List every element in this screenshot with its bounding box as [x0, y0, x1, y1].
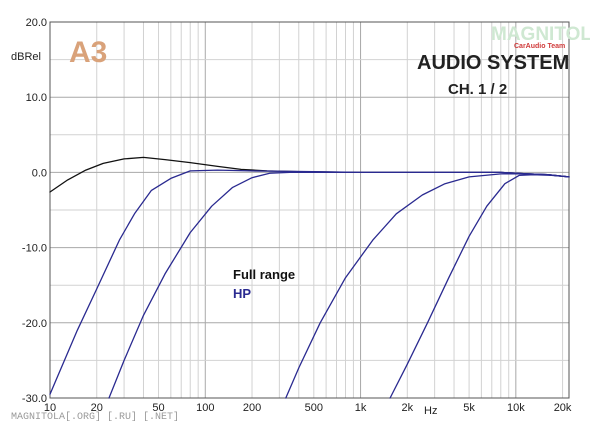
x-tick-label: 2k [401, 402, 413, 414]
x-tick-label: 50 [152, 402, 164, 414]
x-tick-label: 20 [91, 402, 103, 414]
y-tick-label: -20.0 [22, 318, 47, 330]
x-tick-label: 10 [44, 402, 56, 414]
x-tick-labels: 10 20 50 100 200 500 1k 2k 5k 10k 20k [44, 402, 572, 414]
watermark-team: CarAudio Team [514, 43, 565, 50]
x-tick-label: 20k [554, 402, 572, 414]
x-tick-label: 200 [243, 402, 261, 414]
x-tick-label: 1k [355, 402, 367, 414]
x-tick-label: 10k [507, 402, 525, 414]
series-line-hp-4 [389, 174, 570, 399]
y-tick-label: -10.0 [22, 243, 47, 255]
series-line-hp-2 [108, 171, 570, 399]
x-tick-label: 100 [196, 402, 214, 414]
y-tick-label: 10.0 [26, 92, 47, 104]
y-tick-label: 0.0 [32, 167, 47, 179]
y-tick-labels: 20.0 10.0 0.0 -10.0 -20.0 -30.0 [22, 17, 47, 405]
series-group [49, 156, 570, 399]
y-axis-label: dBRel [11, 51, 41, 63]
y-tick-label: 20.0 [26, 17, 47, 29]
x-tick-label: 5k [463, 402, 475, 414]
logo: A3 [69, 36, 107, 69]
logo-text: A3 [69, 36, 107, 69]
x-tick-label: 500 [305, 402, 323, 414]
watermark: MAGNITOLA CarAudio Team [491, 24, 590, 50]
watermark-brand: MAGNITOLA [491, 24, 590, 45]
footer-watermark: MAGNITOLA[.ORG] [.RU] [.NET] [11, 411, 179, 423]
y-tick-label: -30.0 [22, 393, 47, 405]
chart-title: AUDIO SYSTEM [417, 52, 569, 74]
legend-hp: HP [233, 286, 251, 301]
plot-frame [49, 21, 570, 399]
legend-full-range: Full range [233, 267, 295, 282]
series-line-hp-3 [285, 173, 570, 399]
chart-subtitle: CH. 1 / 2 [448, 81, 507, 98]
x-axis-label: Hz [424, 405, 437, 417]
